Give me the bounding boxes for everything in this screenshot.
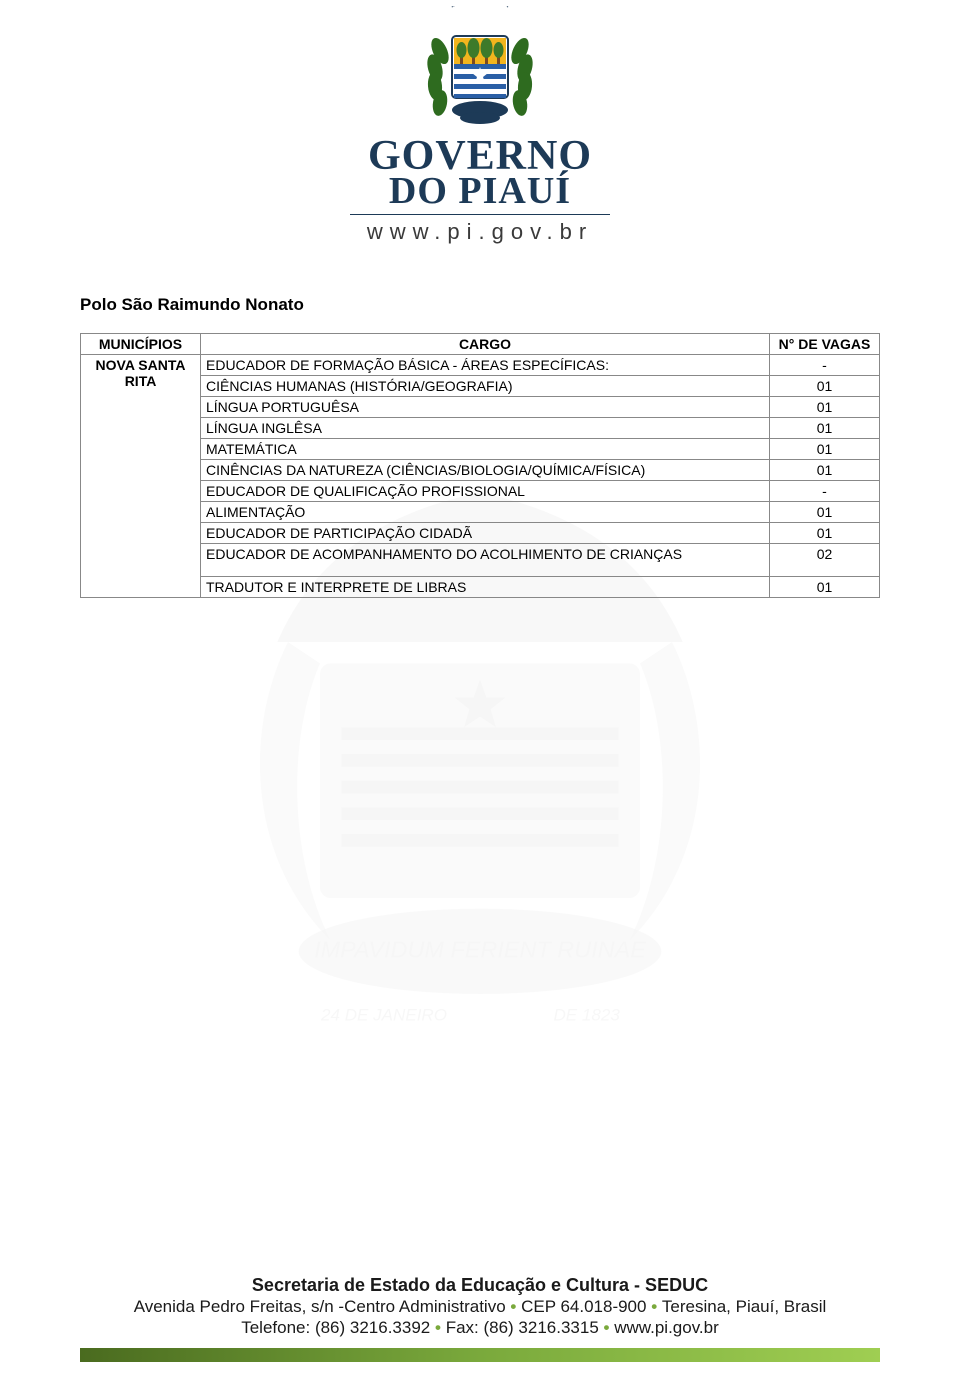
- cargo-cell: LÍNGUA INGLÊSA: [201, 418, 770, 439]
- th-cargo: CARGO: [201, 334, 770, 355]
- page-content: Polo São Raimundo Nonato MUNICÍPIOS CARG…: [80, 295, 880, 598]
- footer-line3: Telefone: (86) 3216.3392 • Fax: (86) 321…: [0, 1318, 960, 1338]
- table-row: NOVA SANTA RITAEDUCADOR DE FORMAÇÃO BÁSI…: [81, 355, 880, 376]
- table-row: EDUCADOR DE QUALIFICAÇÃO PROFISSIONAL-: [81, 481, 880, 502]
- cargo-cell: EDUCADOR DE FORMAÇÃO BÁSICA - ÁREAS ESPE…: [201, 355, 770, 376]
- footer-dot-icon: •: [604, 1318, 615, 1337]
- table-row: TRADUTOR E INTERPRETE DE LIBRAS01: [81, 577, 880, 598]
- footer-fax: Fax: (86) 3216.3315: [446, 1318, 599, 1337]
- cargo-cell: LÍNGUA PORTUGUÊSA: [201, 397, 770, 418]
- cargo-cell: EDUCADOR DE ACOMPANHAMENTO DO ACOLHIMENT…: [201, 544, 770, 577]
- vagas-cell: 02: [770, 544, 880, 577]
- svg-text:IMPAVIDUM FERIENT RUINAE: IMPAVIDUM FERIENT RUINAE: [314, 937, 646, 963]
- footer-cep: CEP 64.018-900: [521, 1297, 646, 1316]
- table-row: LÍNGUA PORTUGUÊSA01: [81, 397, 880, 418]
- vagas-cell: -: [770, 355, 880, 376]
- table-row: EDUCADOR DE ACOMPANHAMENTO DO ACOLHIMENT…: [81, 544, 880, 577]
- cargo-cell: MATEMÁTICA: [201, 439, 770, 460]
- table-row: MATEMÁTICA01: [81, 439, 880, 460]
- cargo-cell: EDUCADOR DE QUALIFICAÇÃO PROFISSIONAL: [201, 481, 770, 502]
- svg-text:DE 1823: DE 1823: [553, 1006, 620, 1025]
- table-row: CINÊNCIAS DA NATUREZA (CIÊNCIAS/BIOLOGIA…: [81, 460, 880, 481]
- cargo-cell: EDUCADOR DE PARTICIPAÇÃO CIDADÃ: [201, 523, 770, 544]
- crest-banner-text: ESTADO DO PIAUÍ: [449, 6, 512, 10]
- table-row: ALIMENTAÇÃO01: [81, 502, 880, 523]
- footer-dot-icon: •: [510, 1297, 521, 1316]
- vagas-cell: 01: [770, 418, 880, 439]
- footer-addr: Avenida Pedro Freitas, s/n -Centro Admin…: [134, 1297, 506, 1316]
- footer-url: www.pi.gov.br: [614, 1318, 719, 1337]
- table-row: LÍNGUA INGLÊSA01: [81, 418, 880, 439]
- svg-text:ESTADO DO PIAUÍ: ESTADO DO PIAUÍ: [449, 6, 512, 10]
- municipio-cell: NOVA SANTA RITA: [81, 355, 201, 598]
- vagas-cell: 01: [770, 376, 880, 397]
- cargo-cell: CINÊNCIAS DA NATUREZA (CIÊNCIAS/BIOLOGIA…: [201, 460, 770, 481]
- vagas-table: MUNICÍPIOS CARGO N° DE VAGAS NOVA SANTA …: [80, 333, 880, 598]
- vagas-cell: 01: [770, 577, 880, 598]
- footer-dot-icon: •: [651, 1297, 662, 1316]
- cargo-cell: CIÊNCIAS HUMANAS (HISTÓRIA/GEOGRAFIA): [201, 376, 770, 397]
- footer-line1: Secretaria de Estado da Educação e Cultu…: [0, 1275, 960, 1296]
- footer-line2: Avenida Pedro Freitas, s/n -Centro Admin…: [0, 1297, 960, 1317]
- gov-title-line2: DO PIAUÍ: [0, 175, 960, 208]
- footer-bar: [80, 1348, 880, 1362]
- table-row: CIÊNCIAS HUMANAS (HISTÓRIA/GEOGRAFIA)01: [81, 376, 880, 397]
- polo-heading: Polo São Raimundo Nonato: [80, 295, 880, 315]
- page-header: ESTADO DO PIAUÍ: [0, 0, 960, 245]
- state-crest: ESTADO DO PIAUÍ: [410, 6, 550, 136]
- site-url: www.pi.gov.br: [0, 219, 960, 245]
- table-row: EDUCADOR DE PARTICIPAÇÃO CIDADÃ01: [81, 523, 880, 544]
- footer-dot-icon: •: [435, 1318, 446, 1337]
- vagas-cell: 01: [770, 439, 880, 460]
- cargo-cell: TRADUTOR E INTERPRETE DE LIBRAS: [201, 577, 770, 598]
- vagas-cell: 01: [770, 397, 880, 418]
- page-footer: Secretaria de Estado da Educação e Cultu…: [0, 1275, 960, 1362]
- th-municipios: MUNICÍPIOS: [81, 334, 201, 355]
- footer-city: Teresina, Piauí, Brasil: [662, 1297, 826, 1316]
- th-vagas: N° DE VAGAS: [770, 334, 880, 355]
- footer-phone: Telefone: (86) 3216.3392: [241, 1318, 430, 1337]
- gov-title: GOVERNO DO PIAUÍ: [0, 138, 960, 208]
- vagas-cell: 01: [770, 523, 880, 544]
- title-rule: [350, 214, 610, 215]
- vagas-cell: -: [770, 481, 880, 502]
- vagas-cell: 01: [770, 460, 880, 481]
- cargo-cell: ALIMENTAÇÃO: [201, 502, 770, 523]
- vagas-cell: 01: [770, 502, 880, 523]
- svg-text:24 DE JANEIRO: 24 DE JANEIRO: [320, 1006, 447, 1025]
